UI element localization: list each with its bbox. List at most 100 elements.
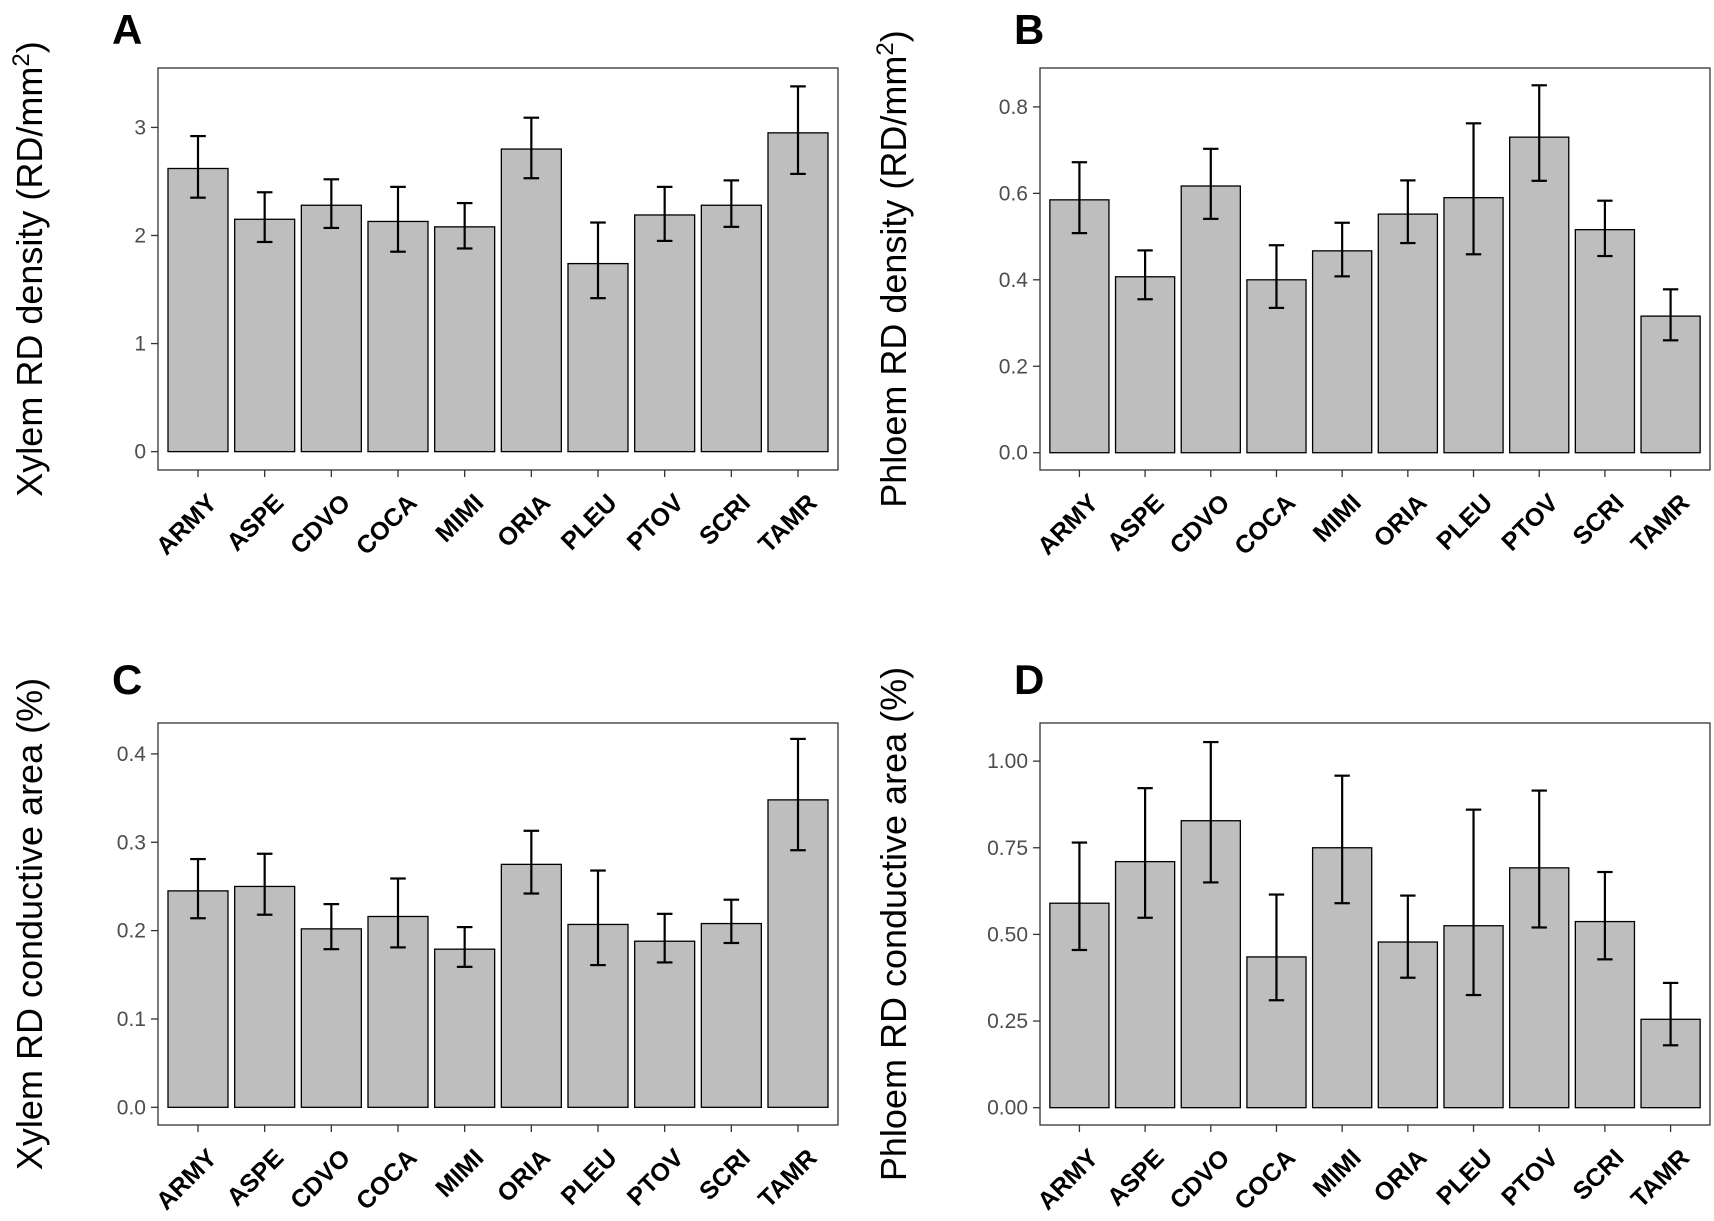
plot-frame bbox=[1039, 722, 1711, 1126]
panel-c: C Xylem RD conductive area (%) 0.0 0.1 0.2 0.… bbox=[9, 656, 839, 1216]
error-bar-ptov bbox=[656, 185, 673, 243]
x-tick-label: PLEU bbox=[556, 1144, 623, 1211]
x-tick-label: SCRI bbox=[694, 489, 756, 551]
error-bar-cdvo bbox=[323, 903, 340, 951]
error-bar-ptov bbox=[1531, 789, 1547, 929]
panel-a: A Xylem RD density (RD/mm2) 0 1 2 3 ARMYASPECD… bbox=[8, 6, 839, 561]
y-tick-label: 0.0 bbox=[999, 442, 1028, 465]
x-tick-label: ASPE bbox=[221, 489, 289, 557]
y-tick-label: 0.00 bbox=[987, 1097, 1028, 1120]
bar-coca bbox=[367, 220, 429, 453]
x-tick-label: MIMI bbox=[430, 1144, 489, 1203]
bar-cdvo bbox=[1180, 185, 1241, 454]
y-tick-label: 1.00 bbox=[987, 750, 1028, 773]
y-axis-label: Xylem RD conductive area (%) bbox=[9, 678, 50, 1170]
y-tick-label: 0.0 bbox=[117, 1096, 146, 1119]
error-bar-scri bbox=[723, 898, 740, 945]
bar-aspe bbox=[234, 218, 296, 453]
error-bar-pleu bbox=[590, 221, 606, 300]
bar-tamr bbox=[767, 132, 829, 453]
y-axis-label: Xylem RD density (RD/mm2) bbox=[8, 41, 51, 496]
bar-mimi bbox=[1311, 250, 1373, 454]
bar-mimi bbox=[434, 226, 496, 453]
bar-army bbox=[167, 167, 229, 453]
x-tick-label: PTOV bbox=[1496, 489, 1564, 557]
y-tick-label: 0.2 bbox=[999, 355, 1028, 378]
x-tick-label: COCA bbox=[1229, 489, 1301, 561]
bar-scri bbox=[700, 922, 762, 1108]
bar-cdvo bbox=[300, 204, 362, 453]
panel-letter: B bbox=[1014, 6, 1044, 53]
error-bar-army bbox=[190, 857, 206, 920]
y-tick-label: 0.1 bbox=[117, 1008, 146, 1031]
bar-aspe bbox=[234, 885, 296, 1108]
bar-aspe bbox=[1114, 276, 1176, 454]
x-tick-label: COCA bbox=[351, 1144, 423, 1216]
error-bar-army bbox=[1071, 161, 1088, 235]
error-bar-cdvo bbox=[323, 178, 340, 230]
x-tick-label: PTOV bbox=[1496, 1144, 1564, 1212]
x-tick-label: COCA bbox=[1229, 1144, 1301, 1216]
y-tick-label: 0.6 bbox=[999, 182, 1028, 205]
panel-letter: D bbox=[1014, 656, 1044, 703]
x-tick-label: SCRI bbox=[694, 1144, 756, 1206]
x-tick-label: TAMR bbox=[1626, 489, 1696, 559]
error-bar-tamr bbox=[1662, 288, 1679, 342]
x-tick-label: PLEU bbox=[556, 489, 623, 556]
error-bar-aspe bbox=[1137, 249, 1153, 301]
panel-b: B Phloem RD density (RD/mm2) 0.0 0.2 0.4 0.6 0… bbox=[872, 6, 1711, 561]
x-tick-label: SCRI bbox=[1567, 1144, 1629, 1206]
x-tick-label: ARMY bbox=[1032, 1144, 1104, 1216]
y-tick-label: 0.8 bbox=[999, 96, 1028, 119]
error-bar-mimi bbox=[1334, 774, 1350, 905]
error-bar-oria bbox=[523, 829, 540, 895]
bar-ptov bbox=[634, 940, 696, 1108]
bar-army bbox=[167, 890, 229, 1108]
y-tick-label: 0.50 bbox=[987, 923, 1028, 946]
error-bar-aspe bbox=[256, 852, 273, 916]
error-bar-aspe bbox=[1137, 787, 1153, 919]
plot-frame bbox=[157, 67, 839, 471]
bar-cdvo bbox=[300, 928, 362, 1108]
error-bar-army bbox=[190, 134, 206, 199]
x-tick-label: CDVO bbox=[285, 489, 356, 560]
error-bar-pleu bbox=[1465, 122, 1482, 256]
error-bar-ptov bbox=[656, 912, 673, 964]
error-bar-scri bbox=[1597, 870, 1613, 961]
x-tick-label: ORIA bbox=[1368, 1144, 1432, 1208]
error-bar-tamr bbox=[1662, 981, 1679, 1047]
bar-scri bbox=[700, 204, 762, 453]
x-tick-label: CDVO bbox=[285, 1144, 356, 1215]
bar-oria bbox=[500, 863, 562, 1108]
y-tick-label: 0 bbox=[134, 441, 146, 464]
y-axis-label: Phloem RD conductive area (%) bbox=[873, 667, 914, 1181]
error-bar-coca bbox=[1268, 893, 1285, 1002]
x-tick-label: ARMY bbox=[151, 489, 223, 561]
panel-d: D Phloem RD conductive area (%) 0.00 0.25 0.… bbox=[873, 656, 1711, 1216]
x-tick-label: CDVO bbox=[1165, 489, 1236, 560]
x-tick-label: COCA bbox=[351, 489, 423, 561]
x-tick-label: ORIA bbox=[1368, 489, 1432, 553]
bar-scri bbox=[1574, 229, 1636, 454]
error-bar-ptov bbox=[1531, 84, 1547, 182]
x-tick-label: ORIA bbox=[492, 489, 556, 553]
y-tick-label: 0.4 bbox=[999, 269, 1029, 292]
error-bar-mimi bbox=[1334, 221, 1350, 278]
error-bar-oria bbox=[523, 116, 540, 180]
y-tick-label: 2 bbox=[134, 225, 146, 248]
bar-ptov bbox=[1509, 136, 1570, 454]
x-tick-label: ASPE bbox=[221, 1144, 289, 1212]
error-bar-tamr bbox=[790, 85, 806, 176]
error-bar-army bbox=[1071, 841, 1088, 952]
x-tick-label: MIMI bbox=[430, 489, 489, 548]
x-tick-label: ARMY bbox=[151, 1144, 223, 1216]
x-tick-label: CDVO bbox=[1165, 1144, 1236, 1215]
bar-oria bbox=[500, 148, 562, 453]
panel-letter: A bbox=[112, 6, 142, 53]
x-tick-label: MIMI bbox=[1308, 489, 1367, 548]
panel-letter: C bbox=[112, 656, 142, 703]
x-tick-label: TAMR bbox=[753, 1144, 823, 1214]
error-bar-scri bbox=[723, 179, 740, 228]
y-tick-label: 0.75 bbox=[987, 837, 1028, 860]
y-tick-label: 0.2 bbox=[117, 920, 146, 943]
